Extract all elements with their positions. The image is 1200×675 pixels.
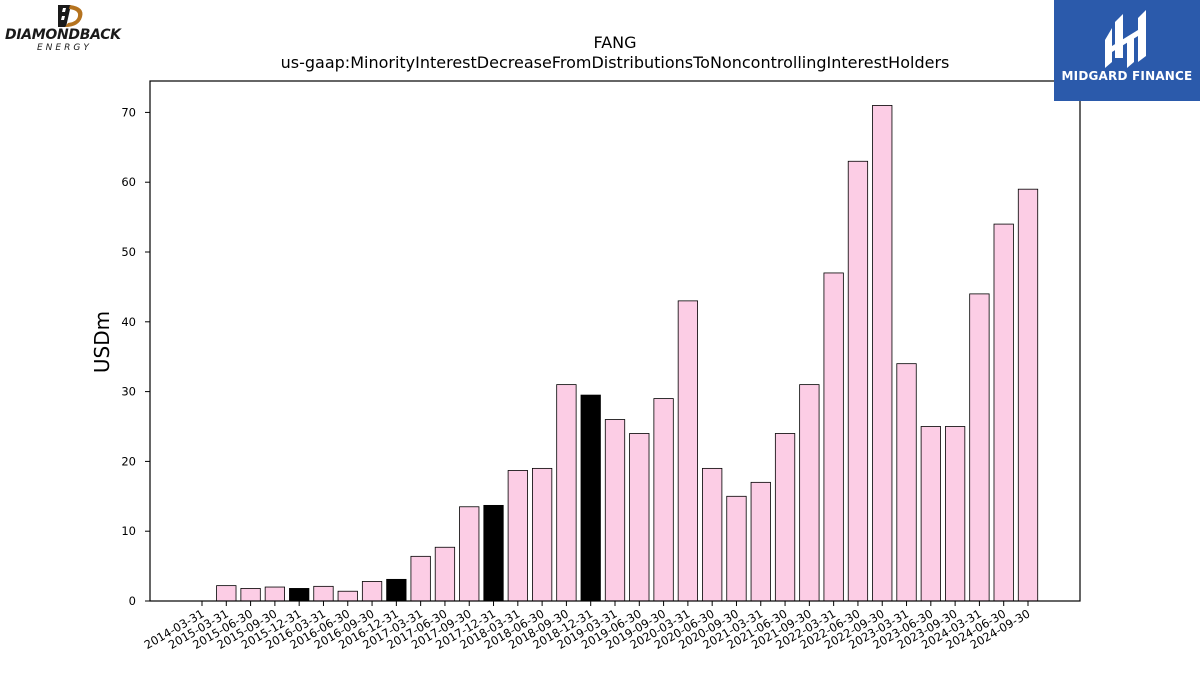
y-tick-label: 30 — [121, 385, 136, 399]
midgard-finance-logo: MIDGARD FINANCE — [1054, 0, 1200, 101]
bar — [580, 394, 601, 602]
midgard-wordmark: MIDGARD FINANCE — [1061, 69, 1193, 83]
bar — [945, 426, 966, 602]
bar — [240, 588, 261, 602]
bar — [410, 555, 431, 602]
bar — [556, 384, 577, 602]
bar — [629, 433, 650, 602]
bar — [1017, 188, 1039, 602]
y-tick-label: 70 — [121, 105, 136, 119]
diamondback-subtext: ENERGY — [37, 43, 92, 53]
bars-layer — [216, 105, 1039, 602]
diamondback-emblem-icon — [58, 5, 83, 27]
bar — [823, 272, 844, 602]
bar — [483, 504, 504, 602]
x-ticks: 2014-03-312015-03-312015-06-302015-09-30… — [142, 601, 1033, 652]
bar — [847, 160, 869, 602]
bar — [604, 419, 626, 602]
bar — [750, 481, 771, 602]
midgard-emblem-icon — [1105, 10, 1146, 68]
bar — [799, 384, 820, 602]
bar — [677, 300, 698, 602]
bar — [653, 398, 674, 602]
bar — [726, 495, 747, 602]
bar — [969, 293, 990, 602]
bar — [264, 586, 286, 602]
bar — [896, 363, 917, 602]
bar — [289, 588, 310, 602]
bar — [702, 467, 723, 602]
y-ticks: 0 10 20 30 40 50 60 70 — [121, 105, 150, 608]
diamondback-wordmark: DIAMONDBACK — [5, 27, 121, 43]
y-axis-label: USDm — [90, 311, 114, 373]
chart-title: FANG — [593, 33, 636, 52]
bar — [361, 581, 383, 602]
bar — [434, 546, 456, 602]
bar — [993, 223, 1014, 602]
y-tick-label: 50 — [121, 245, 136, 259]
diamondback-logo: DIAMONDBACK ENERGY — [0, 0, 140, 60]
plot-frame — [149, 80, 1081, 602]
bar — [920, 426, 941, 602]
y-tick-label: 40 — [121, 315, 136, 329]
chart-subtitle: us-gaap:MinorityInterestDecreaseFromDist… — [281, 53, 950, 72]
y-tick-label: 60 — [121, 175, 136, 189]
bar — [337, 590, 358, 602]
bar — [774, 433, 796, 602]
bar — [459, 506, 480, 602]
y-tick-label: 0 — [129, 594, 136, 608]
bar — [216, 585, 237, 602]
bar — [507, 470, 528, 602]
bar — [313, 585, 334, 602]
y-tick-label: 20 — [121, 454, 136, 468]
y-tick-label: 10 — [121, 524, 136, 538]
bar — [872, 105, 893, 602]
bar — [532, 467, 553, 602]
bar — [386, 578, 407, 602]
